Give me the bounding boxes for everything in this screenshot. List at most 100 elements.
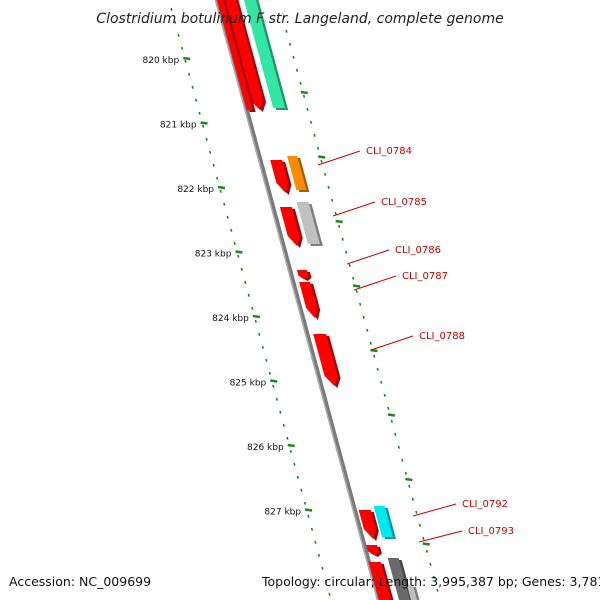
genome-backbone-highlight: [214, 0, 379, 600]
kbp-tick-label: 827 kbp: [264, 508, 301, 518]
inner-major-tick: [387, 413, 396, 417]
gene-bottom-gray[interactable]: [387, 558, 416, 600]
inner-scale-dot: [295, 68, 299, 72]
inner-scale-dot: [345, 250, 348, 254]
gene-label[interactable]: CLI_0784: [366, 146, 412, 157]
gene-cli0792-cyan[interactable]: [373, 506, 396, 539]
gene-body: [299, 282, 318, 318]
gene-body: [217, 0, 253, 110]
gene-bottom-gray-b[interactable]: [406, 585, 423, 600]
gene-bottom-red[interactable]: [368, 562, 397, 600]
inner-scale-dot: [401, 458, 404, 462]
gene-label-leader: [418, 530, 463, 543]
gene-label[interactable]: CLI_0785: [381, 197, 427, 208]
kbp-major-tick: [287, 443, 295, 448]
gene-cli0784-orange[interactable]: [287, 156, 310, 192]
gene-cli0793-small[interactable]: [366, 545, 382, 557]
gene-cli0787-red[interactable]: [299, 282, 321, 320]
scale-dot: [180, 46, 184, 50]
gene-label[interactable]: CLI_0788: [419, 331, 465, 342]
inner-scale-dot: [355, 289, 358, 293]
gene-body: [296, 202, 320, 244]
inner-major-tick: [405, 477, 413, 482]
inner-scale-dot: [373, 354, 376, 358]
gene-label-leader: [317, 150, 361, 166]
kbp-tick-label: 821 kbp: [160, 121, 197, 131]
kbp-major-tick: [235, 250, 243, 254]
scale-dot: [314, 540, 317, 544]
scale-dot: [265, 358, 268, 362]
inner-scale-dot: [330, 198, 334, 202]
gene-label[interactable]: CLI_0792: [462, 499, 508, 510]
scale-dot: [240, 267, 243, 271]
inner-scale-dot: [383, 393, 386, 397]
gene-body: [313, 334, 338, 386]
scale-dot: [303, 501, 307, 505]
gene-label-layer: CLI_0784 CLI_0785 CLI_0786 CLI_0787 CLI_0788…: [317, 146, 514, 543]
inner-scale-dot: [302, 94, 306, 98]
scale-dot: [300, 488, 303, 492]
gene-body: [223, 0, 263, 110]
gene-label[interactable]: CLI_0793: [468, 526, 514, 537]
gene-body: [358, 510, 376, 539]
scale-dot: [237, 254, 240, 258]
inner-scale-dot: [369, 341, 372, 345]
inner-scale-dot: [397, 445, 400, 449]
scale-dot: [244, 280, 247, 284]
inner-scale-dot: [348, 263, 351, 267]
scale-dot: [209, 150, 212, 154]
kbp-tick-label: 823 kbp: [195, 250, 232, 260]
scale-dot: [307, 514, 310, 518]
kbp-major-tick: [304, 508, 313, 512]
gene-cli0792-red[interactable]: [358, 510, 379, 541]
inner-scale-dot: [376, 367, 379, 371]
scale-dot: [247, 293, 250, 297]
gene-body: [287, 156, 307, 190]
gene-body: [406, 585, 418, 600]
gene-body: [366, 545, 379, 555]
inner-scale-dot: [432, 575, 436, 579]
gene-top-red-b[interactable]: [212, 0, 256, 112]
inner-major-tick: [318, 155, 326, 159]
gene-body: [368, 562, 392, 600]
gene-layer: [212, 0, 423, 600]
scale-dot: [282, 423, 286, 427]
gene-body: [244, 0, 286, 108]
gene-label[interactable]: CLI_0786: [395, 245, 441, 256]
inner-scale-dot: [359, 302, 362, 306]
inner-scale-dot: [309, 120, 313, 124]
gene-label-leader: [346, 249, 390, 265]
scale-dot: [289, 449, 293, 453]
gene-top-red-a[interactable]: [218, 0, 266, 112]
scale-dot: [258, 332, 261, 336]
inner-scale-dot: [422, 536, 425, 540]
kbp-tick-label: 820 kbp: [143, 56, 180, 66]
scale-dot: [198, 111, 201, 115]
inner-scale-dot: [394, 432, 397, 436]
gene-cli0785-gray[interactable]: [296, 202, 323, 246]
inner-scale-dot: [327, 185, 330, 189]
gene-label[interactable]: CLI_0787: [402, 271, 448, 282]
inner-scale-dot: [366, 328, 369, 332]
inner-scale-dot: [299, 81, 302, 85]
accession-text: Accession: NC_009699: [9, 574, 151, 589]
scale-dot: [321, 566, 324, 570]
gene-cli0785-red[interactable]: [279, 207, 303, 248]
inner-scale-dot: [411, 497, 415, 501]
scale-dot: [328, 592, 331, 596]
gene-top-green[interactable]: [239, 0, 289, 110]
scale-dot: [233, 241, 236, 245]
kbp-major-tick: [270, 379, 278, 383]
scale-dot: [293, 462, 296, 466]
inner-scale-dot: [380, 380, 383, 384]
gene-cli0787-small[interactable]: [296, 270, 312, 281]
scale-dot: [230, 228, 233, 232]
gene-cli0784-red[interactable]: [270, 160, 292, 195]
scale-dot: [286, 436, 289, 440]
gene-cli0788-red[interactable]: [313, 334, 341, 388]
scale-dot: [275, 397, 279, 401]
inner-scale-dot: [429, 562, 432, 566]
kbp-tick-label: 822 kbp: [177, 185, 214, 195]
